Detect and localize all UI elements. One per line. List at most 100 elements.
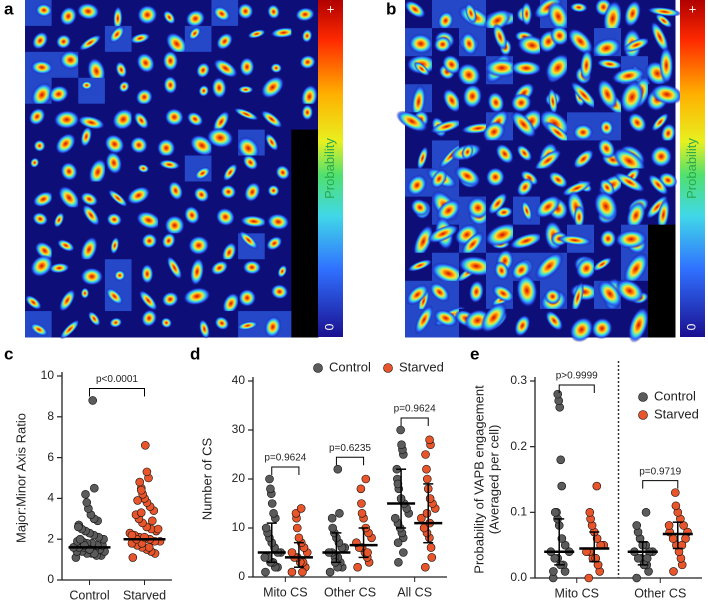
heat-blob — [267, 213, 290, 231]
heat-blob — [76, 2, 100, 20]
y-tick-label: 4 — [47, 491, 54, 505]
data-point — [671, 501, 681, 511]
data-point — [327, 513, 337, 523]
heat-blob — [104, 134, 125, 155]
bracket — [335, 456, 365, 466]
heat-blob — [622, 37, 650, 53]
data-point — [641, 508, 651, 517]
heat-blob — [141, 309, 157, 327]
data-point — [265, 474, 274, 484]
heat-blob — [161, 232, 176, 249]
legend-marker — [313, 363, 323, 373]
heat-blob — [130, 32, 151, 44]
heat-blob — [483, 9, 512, 32]
p-value: p=0.9624 — [394, 404, 436, 415]
heat-blob — [275, 165, 291, 181]
heat-blob — [579, 49, 593, 82]
x-tick-label: Mito CS — [555, 586, 599, 600]
heat-blob — [30, 60, 54, 75]
heat-blob — [137, 4, 158, 25]
data-point — [356, 484, 366, 494]
heat-blob — [414, 305, 434, 335]
y-tick-label: 0.3 — [510, 373, 527, 387]
heat-blob — [494, 260, 510, 281]
bracket — [271, 466, 300, 475]
heat-blob — [442, 88, 462, 113]
data-point — [82, 498, 92, 507]
heat-blob — [35, 3, 53, 18]
legend-label: Starved — [399, 359, 444, 374]
y-tick-label: 0 — [47, 572, 54, 586]
heat-blob — [34, 241, 55, 260]
y-axis-label: Probability of VAPB engagement — [471, 385, 486, 574]
legend-marker — [638, 392, 648, 402]
heat-blob — [194, 166, 211, 180]
heat-blob — [88, 158, 107, 186]
heat-blob — [49, 262, 70, 274]
data-point — [287, 567, 297, 577]
heat-blob — [25, 295, 42, 310]
heat-blob — [614, 172, 645, 193]
data-point — [261, 523, 271, 533]
data-point — [632, 573, 642, 583]
heat-blob — [32, 191, 54, 208]
heat-blob — [242, 260, 262, 275]
data-point — [88, 396, 97, 405]
heat-blob — [114, 269, 126, 282]
y-axis-label: (Averaged per cell) — [486, 425, 501, 535]
heat-blob — [484, 58, 520, 78]
heat-blob — [270, 63, 283, 74]
panel-label: c — [4, 344, 13, 363]
heat-blob — [461, 32, 478, 56]
heat-blob — [28, 107, 46, 126]
heat-blob — [136, 211, 162, 230]
data-point — [147, 516, 157, 526]
heat-blob — [77, 115, 105, 130]
heat-blob — [213, 6, 231, 22]
heat-blob — [569, 316, 594, 343]
heat-blob — [468, 280, 484, 304]
heat-blob — [548, 171, 568, 189]
heat-blob — [222, 292, 240, 315]
data-point — [266, 484, 275, 494]
p-value: p=0.9624 — [264, 453, 306, 464]
heat-blob — [165, 32, 188, 56]
heat-blob — [240, 215, 268, 228]
heat-blob — [88, 311, 101, 327]
y-tick-label: 8 — [47, 409, 54, 423]
heat-blob — [480, 302, 508, 333]
heat-blob — [206, 127, 234, 148]
colorbar — [318, 0, 343, 337]
heat-blob — [514, 314, 531, 337]
data-point — [394, 557, 403, 567]
data-point — [335, 508, 344, 518]
heat-blob — [620, 80, 644, 114]
heat-blob — [186, 111, 204, 127]
heat-blob — [535, 195, 561, 219]
legend-marker — [638, 410, 648, 420]
bracket — [400, 417, 429, 426]
heat-blob — [657, 198, 670, 232]
colorbar-min: 0 — [323, 323, 337, 330]
data-point — [357, 508, 367, 518]
heat-blob — [105, 151, 123, 175]
heat-blob — [404, 0, 426, 19]
heat-blob — [592, 257, 612, 272]
heat-blob — [509, 232, 543, 250]
heat-blob — [164, 215, 185, 236]
heat-blob — [406, 174, 428, 196]
heat-blob — [210, 260, 229, 276]
heat-blob — [141, 233, 158, 249]
y-tick-label: 0.1 — [510, 505, 527, 519]
data-point — [127, 530, 137, 540]
heat-blob — [129, 136, 148, 154]
heat-blob — [484, 222, 520, 247]
heat-blob — [510, 60, 543, 76]
empty-cell — [291, 285, 319, 312]
heat-blob — [301, 104, 314, 121]
heat-blob — [220, 184, 237, 199]
heat-blob — [626, 200, 646, 230]
heat-blob — [168, 180, 184, 201]
data-point — [664, 521, 674, 530]
heat-blob — [301, 84, 318, 109]
